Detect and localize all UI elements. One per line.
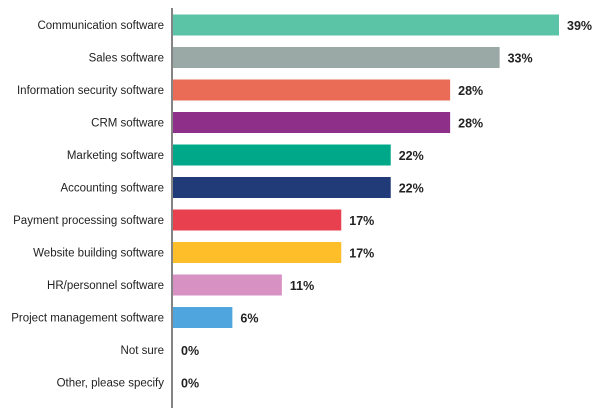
category-label: Other, please specify (57, 378, 165, 390)
value-label: 17% (349, 214, 374, 228)
value-label: 22% (399, 149, 424, 163)
bar (173, 242, 342, 263)
bar (173, 307, 233, 328)
bar (173, 209, 342, 231)
bar (173, 112, 451, 133)
value-labels: 39% 33% 28% 28% 22% 22% 17% 17% 11% 6% 0% 0% (181, 19, 592, 391)
category-label: Website building software (33, 248, 164, 260)
category-label: Accounting software (60, 183, 164, 195)
value-label: 0% (181, 344, 199, 358)
category-label: Not sure (121, 345, 164, 357)
category-label: Sales software (89, 53, 164, 65)
bar (173, 14, 559, 36)
value-label: 33% (508, 52, 533, 66)
category-label: CRM software (91, 118, 164, 130)
value-label: 22% (399, 182, 424, 196)
category-label: Project management software (11, 313, 164, 325)
value-label: 6% (240, 312, 258, 326)
bar (173, 177, 391, 198)
bar (173, 274, 282, 296)
bars-group (173, 14, 559, 328)
bar (173, 144, 391, 166)
category-label: HR/personnel software (47, 280, 164, 292)
category-label: Marketing software (67, 150, 164, 162)
value-label: 0% (181, 377, 199, 391)
value-label: 28% (458, 117, 483, 131)
category-label: Payment processing software (13, 215, 164, 227)
value-label: 11% (290, 279, 314, 293)
category-label: Communication software (37, 20, 164, 32)
bar (173, 79, 451, 101)
category-labels: Communication software Sales software Info… (11, 20, 164, 390)
value-label: 17% (349, 247, 374, 261)
value-label: 28% (458, 84, 483, 98)
category-label: Information security software (17, 85, 164, 97)
bar (173, 47, 500, 68)
value-label: 39% (567, 19, 592, 33)
